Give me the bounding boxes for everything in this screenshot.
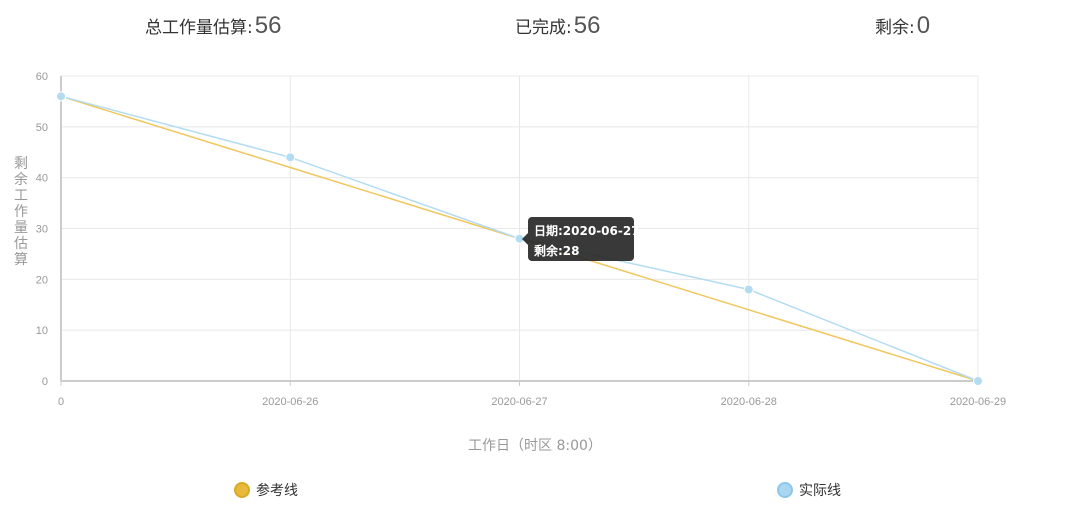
data-point-actual [743, 284, 754, 295]
stat-total-estimate: 总工作量估算: 56 [145, 12, 281, 52]
grid [61, 75, 979, 381]
legend-item-reference[interactable]: 参考线 [234, 480, 298, 500]
stat-completed: 已完成: 56 [515, 12, 600, 52]
data-tooltip: 日期:2020-06-27 剩余:28 [522, 217, 640, 261]
legend-swatch-actual [777, 482, 793, 498]
legend-swatch-reference [234, 482, 250, 498]
y-tick-label: 10 [36, 325, 48, 337]
x-tick-label: 2020-06-26 [262, 396, 318, 408]
data-point-actual [285, 152, 296, 163]
x-tick-label: 2020-06-28 [721, 396, 777, 408]
stats-row: 总工作量估算: 56 已完成: 56 剩余: 0 [0, 12, 1081, 52]
axes: 0 10 20 30 40 50 60 0 2020-06-26 2020-06-27 2020-0… [36, 71, 1006, 408]
x-tick-label: 2020-06-27 [491, 396, 547, 408]
x-tick-label: 0 [58, 396, 64, 408]
stat-total-value: 56 [254, 12, 282, 39]
data-point-actual [973, 376, 983, 386]
x-tick-label: 2020-06-29 [950, 396, 1006, 408]
stat-done-label: 已完成: [515, 18, 572, 38]
legend-label-reference: 参考线 [256, 483, 298, 499]
y-tick-label: 20 [36, 274, 48, 286]
stat-remain-value: 0 [916, 12, 931, 39]
stat-done-value: 56 [573, 12, 601, 39]
y-tick-label: 40 [36, 173, 48, 185]
y-tick-label: 30 [36, 224, 48, 236]
tooltip-date: 日期:2020-06-27 [534, 224, 640, 238]
burndown-chart: 0 10 20 30 40 50 60 0 2020-06-26 2020-06-27 2020-0… [14, 71, 1006, 454]
stat-remaining: 剩余: 0 [875, 12, 930, 52]
y-tick-label: 0 [42, 376, 48, 388]
legend-item-actual[interactable]: 实际线 [777, 480, 841, 500]
legend-label-actual: 实际线 [799, 483, 841, 499]
series [56, 91, 983, 386]
stat-total-label: 总工作量估算: [145, 18, 253, 38]
y-tick-label: 50 [36, 122, 48, 134]
data-point-actual [56, 91, 66, 102]
tooltip-remaining: 剩余:28 [534, 244, 580, 258]
stat-remain-label: 剩余: [875, 18, 915, 38]
x-axis-title: 工作日（时区 8:00） [468, 438, 602, 454]
y-tick-label: 60 [36, 71, 48, 83]
y-axis-title: 剩余工作量估算 [14, 156, 28, 268]
